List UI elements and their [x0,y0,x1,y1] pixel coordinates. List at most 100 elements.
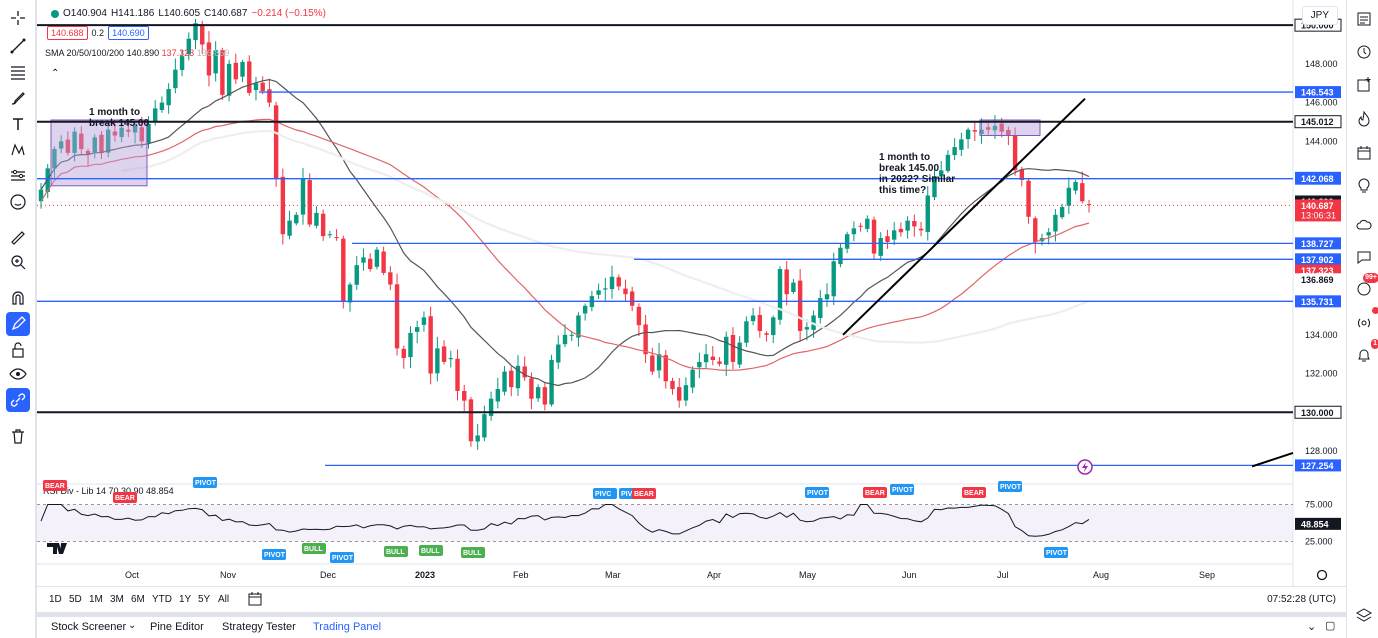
notifications-icon[interactable]: 99+ [1353,273,1378,300]
candle-body [952,147,957,156]
timeframe-5y[interactable]: 5Y [198,594,211,605]
candle-body [99,134,104,153]
tab-pine-editor[interactable]: Pine Editor [150,621,204,633]
timeframe-1y[interactable]: 1Y [179,594,192,605]
eye-icon[interactable] [6,362,30,386]
candle-body [153,108,158,123]
brush-icon[interactable] [6,86,30,110]
candle-body [858,225,863,227]
candle-body [448,358,453,360]
timeframe-5d[interactable]: 5D [69,594,82,605]
candle-body [925,195,930,232]
rsi-tick-25: 25.000 [1305,537,1333,547]
y-tick-label: 132.000 [1305,369,1338,379]
lock-icon[interactable] [6,338,30,362]
x-tick-label: Dec [320,570,337,580]
hotlists-flame-icon[interactable] [1353,108,1375,130]
price-tag-label: 135.731 [1301,297,1334,307]
currency-select[interactable]: JPY [1301,6,1338,25]
calendar-icon[interactable] [1353,142,1375,164]
candle-body [273,105,279,179]
candle-body [354,265,359,285]
candle-body [878,238,883,256]
marker-box [262,549,286,560]
drawing-toolbar [0,0,36,638]
candle-body [132,125,138,133]
candle-body [596,290,601,295]
candle-body [965,129,971,140]
candle-body [616,277,621,287]
timeframe-all[interactable]: All [218,594,230,605]
timeframe-1m[interactable]: 1M [89,594,103,605]
candle-body [72,131,77,153]
crosshair-icon[interactable] [6,6,30,30]
sell-price-button[interactable]: 140.688 [47,26,88,40]
chart-canvas[interactable]: 148.000 146.000 144.000 134.000 132.000 128.0… [37,0,1346,586]
magnet-icon[interactable] [6,286,30,310]
tab-strategy-tester[interactable]: Strategy Tester [222,621,296,633]
y-tick-label: 148.000 [1305,59,1338,69]
text-tool-icon[interactable] [6,112,30,136]
pattern-icon[interactable] [6,138,30,162]
prediction-icon[interactable] [6,164,30,188]
tab-trading-panel[interactable]: Trading Panel [313,621,382,633]
marker-box [43,480,67,491]
candle-body [441,346,447,362]
buy-price-button[interactable]: 140.690 [108,26,149,40]
candle-body [247,61,252,93]
rsi-line [40,504,1090,537]
trendline-icon[interactable] [6,34,30,58]
candle-body [92,137,97,153]
alerts-bell-icon[interactable]: 1 [1353,339,1378,366]
streams-cloud-icon[interactable] [1353,214,1375,236]
ideas-lightbulb-icon[interactable] [1353,174,1375,196]
marker-label: PIVOT [264,552,286,559]
maximize-panel-icon[interactable]: ▢ [1325,620,1336,632]
candle-body [280,176,286,235]
add-note-icon[interactable] [1353,74,1375,96]
axis-settings-icon [1316,569,1328,581]
watchlist-icon[interactable] [1353,8,1375,30]
chevron-down-icon[interactable]: ⌄ [128,620,137,631]
candle-body [1053,214,1058,232]
fib-retracement-icon[interactable] [6,60,30,84]
candle-body [220,50,225,95]
candle-body [824,294,830,300]
chat-icon[interactable] [1353,246,1375,268]
timeframe-1d[interactable]: 1D [49,594,62,605]
marker-box [863,487,887,498]
timeframe-3m[interactable]: 3M [110,594,124,605]
candle-body [502,371,507,392]
tab-stock-screener[interactable]: Stock Screener [51,621,127,633]
price-tag-label: 137.323 [1301,266,1334,276]
layers-icon[interactable] [1353,604,1375,626]
y-tick-label: 128.000 [1305,446,1338,456]
broadcast-icon[interactable] [1353,307,1378,334]
utc-clock[interactable]: 07:52:28 (UTC) [1267,594,1336,605]
sync-link-icon[interactable] [6,388,30,412]
candle-body [912,221,917,227]
candle-body [750,315,756,322]
timeframe-6m[interactable]: 6M [131,594,145,605]
go-to-date-icon[interactable] [247,591,263,610]
timeframe-ytd[interactable]: YTD [152,594,172,605]
zoom-in-icon[interactable] [6,250,30,274]
trash-icon[interactable] [6,424,30,448]
marker-label: BULL [421,548,440,555]
candle-body [475,435,480,442]
candle-body [791,282,796,293]
annotation-right[interactable]: 1 month to break 145.00 in 2022? Similar… [879,152,956,196]
annotation-left[interactable]: 1 month to break 145.00 [89,107,150,129]
candle-body [757,314,763,331]
collapse-panel-icon[interactable]: ⌄ [1307,621,1317,633]
alarm-clock-icon[interactable] [1353,40,1375,62]
candle-body [784,269,789,295]
candle-body [320,213,326,237]
ruler-icon[interactable] [6,226,30,250]
icons-smiley-icon[interactable] [6,190,30,214]
chart-pane[interactable]: 148.000 146.000 144.000 134.000 132.000 128.0… [37,0,1346,586]
rsi-bull-marker: BULL [302,543,326,554]
sma-legend[interactable]: SMA 20/50/100/200 140.890 137.323 136.86… [45,48,229,58]
candle-body [1046,232,1051,236]
stay-in-drawing-mode-icon[interactable] [6,312,30,336]
